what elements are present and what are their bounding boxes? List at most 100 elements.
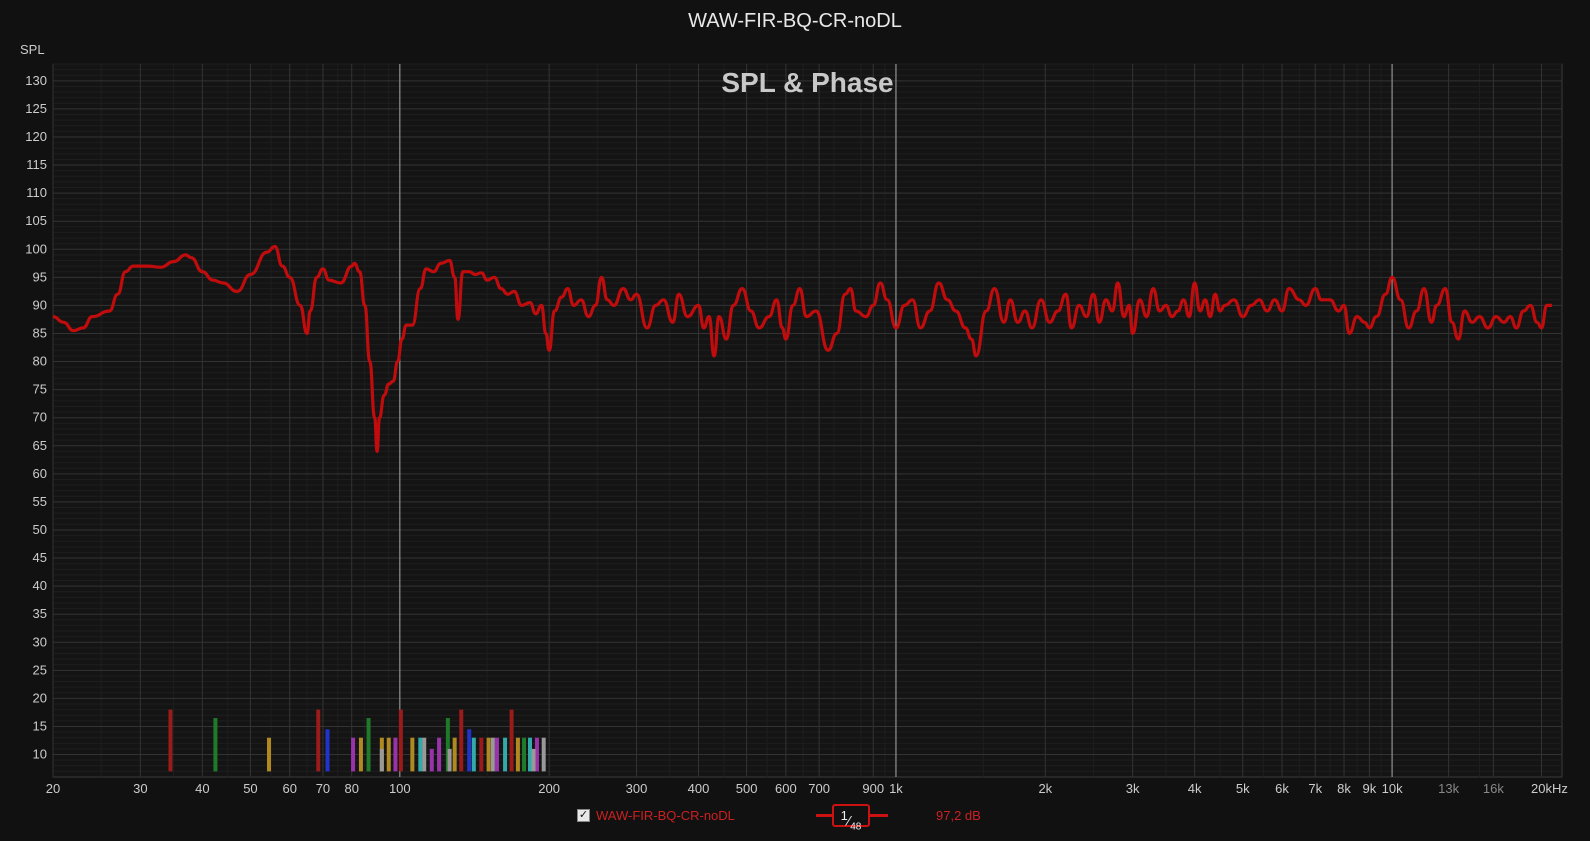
y-axis-label: SPL bbox=[20, 42, 45, 57]
y-tick-label: 50 bbox=[33, 522, 47, 537]
filter-bar bbox=[452, 737, 457, 772]
filter-bar bbox=[429, 748, 434, 772]
x-tick-label: 7k bbox=[1308, 781, 1322, 796]
y-tick-label: 115 bbox=[26, 157, 47, 172]
filter-bar bbox=[366, 718, 371, 772]
x-tick-label: 700 bbox=[808, 781, 830, 796]
filter-bar bbox=[522, 737, 527, 772]
smoothing-numerator: 1 bbox=[840, 808, 848, 823]
smoothing-denominator: 48 bbox=[850, 821, 862, 833]
smoothing-control[interactable]: 1⁄48 bbox=[816, 804, 906, 832]
x-tick-label: 30 bbox=[133, 781, 147, 796]
y-tick-label: 60 bbox=[33, 466, 47, 481]
filter-bar bbox=[494, 737, 499, 772]
filter-bar bbox=[351, 737, 356, 772]
filter-bar bbox=[410, 737, 415, 772]
plot-area bbox=[52, 63, 1563, 778]
filter-bar bbox=[267, 737, 272, 772]
filter-bar bbox=[528, 737, 533, 772]
y-tick-label: 25 bbox=[33, 662, 47, 677]
x-tick-label: 16k bbox=[1483, 781, 1504, 796]
filter-bar bbox=[503, 737, 508, 772]
y-tick-label: 70 bbox=[33, 410, 47, 425]
y-tick-label: 120 bbox=[25, 129, 47, 144]
x-tick-label: 200 bbox=[538, 781, 560, 796]
spl-trace bbox=[52, 244, 1552, 453]
filter-bar bbox=[447, 748, 452, 772]
series-checkbox[interactable]: ✓ bbox=[577, 809, 590, 822]
y-tick-label: 10 bbox=[33, 747, 47, 762]
filter-bar bbox=[445, 718, 450, 772]
y-tick-label: 130 bbox=[25, 73, 47, 88]
filter-bar bbox=[386, 737, 391, 772]
filter-bar bbox=[422, 737, 427, 772]
y-tick-label: 125 bbox=[25, 101, 47, 116]
x-tick-label: 400 bbox=[688, 781, 710, 796]
filter-bar bbox=[509, 709, 514, 772]
filter-bar bbox=[467, 729, 472, 772]
y-tick-label: 110 bbox=[26, 185, 47, 200]
filter-bar bbox=[471, 737, 476, 772]
x-tick-label: 8k bbox=[1337, 781, 1351, 796]
filter-bar bbox=[393, 737, 398, 772]
y-tick-label: 55 bbox=[33, 494, 47, 509]
x-tick-label: 40 bbox=[195, 781, 209, 796]
filter-bar bbox=[325, 729, 330, 772]
x-tick-label: 60 bbox=[282, 781, 296, 796]
filter-bar bbox=[541, 737, 546, 772]
filter-bar bbox=[168, 709, 173, 772]
y-tick-label: 20 bbox=[33, 690, 47, 705]
x-tick-label: 13k bbox=[1438, 781, 1459, 796]
filter-bar bbox=[479, 737, 484, 772]
x-tick-label: 50 bbox=[243, 781, 257, 796]
y-tick-label: 40 bbox=[33, 578, 47, 593]
filter-bar bbox=[213, 718, 218, 772]
x-tick-label: 300 bbox=[626, 781, 648, 796]
filter-bar bbox=[316, 709, 321, 772]
y-tick-label: 15 bbox=[33, 718, 47, 733]
smoothing-badge[interactable]: 1⁄48 bbox=[832, 804, 870, 832]
x-tick-label: 6k bbox=[1275, 781, 1289, 796]
filter-bar bbox=[437, 737, 442, 772]
graph-label: SPL & Phase bbox=[721, 67, 893, 98]
filter-bar bbox=[534, 737, 539, 772]
y-tick-label: 100 bbox=[25, 241, 47, 256]
x-tick-label: 10k bbox=[1382, 781, 1403, 796]
filter-bar bbox=[486, 737, 491, 772]
y-tick-label: 85 bbox=[33, 325, 47, 340]
y-tick-label: 30 bbox=[33, 634, 47, 649]
x-tick-label: 500 bbox=[736, 781, 758, 796]
y-tick-label: 65 bbox=[33, 438, 47, 453]
x-tick-label: 4k bbox=[1188, 781, 1202, 796]
series-name-label[interactable]: WAW-FIR-BQ-CR-noDL bbox=[596, 808, 735, 823]
x-tick-label: 900 bbox=[862, 781, 884, 796]
y-tick-label: 95 bbox=[33, 269, 47, 284]
filter-bar bbox=[531, 748, 536, 772]
x-tick-label: 20 bbox=[46, 781, 60, 796]
x-tick-label: 5k bbox=[1236, 781, 1250, 796]
y-tick-label: 90 bbox=[33, 297, 47, 312]
x-tick-label: 3k bbox=[1126, 781, 1140, 796]
legend-bar: ✓ WAW-FIR-BQ-CR-noDL 1⁄48 97,2 dB bbox=[0, 804, 1590, 832]
x-tick-label: 70 bbox=[316, 781, 330, 796]
y-tick-label: 35 bbox=[33, 606, 47, 621]
level-readout: 97,2 dB bbox=[936, 808, 981, 823]
x-tick-label: 600 bbox=[775, 781, 797, 796]
x-tick-label: 20kHz bbox=[1531, 781, 1568, 796]
window-title: WAW-FIR-BQ-CR-noDL bbox=[688, 10, 902, 32]
x-tick-label: 2k bbox=[1038, 781, 1052, 796]
filter-bar bbox=[398, 709, 403, 772]
y-tick-label: 105 bbox=[25, 213, 47, 228]
filter-bar bbox=[459, 709, 464, 772]
x-tick-label: 1k bbox=[889, 781, 903, 796]
y-tick-label: 45 bbox=[33, 550, 47, 565]
x-tick-label: 100 bbox=[389, 781, 411, 796]
x-tick-label: 80 bbox=[344, 781, 358, 796]
filter-bar bbox=[490, 737, 495, 772]
x-tick-label: 9k bbox=[1363, 781, 1377, 796]
y-tick-label: 80 bbox=[33, 354, 47, 369]
y-tick-label: 75 bbox=[33, 382, 47, 397]
filter-bar bbox=[515, 737, 520, 772]
filter-bar bbox=[358, 737, 363, 772]
